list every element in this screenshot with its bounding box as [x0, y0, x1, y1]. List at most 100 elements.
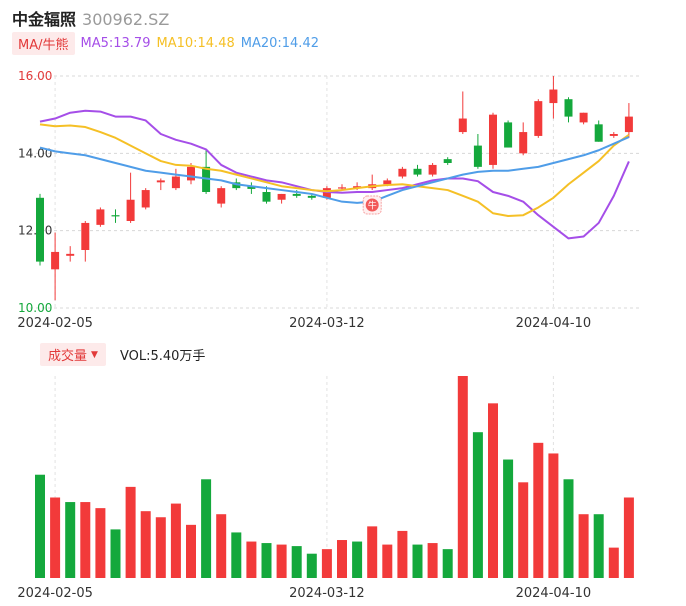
- candle: [504, 122, 513, 148]
- y-tick-label: 16.00: [18, 69, 52, 83]
- x-tick-label: 2024-03-12: [289, 316, 365, 331]
- volume-bar: [321, 549, 332, 578]
- volume-bar: [578, 514, 589, 578]
- candle: [473, 145, 482, 167]
- volume-bar: [246, 541, 257, 578]
- candle: [51, 251, 60, 270]
- volume-bar: [306, 553, 317, 578]
- candle: [126, 199, 135, 221]
- candle: [81, 222, 90, 250]
- volume-bar: [231, 532, 242, 578]
- volume-bar: [427, 543, 438, 578]
- y-tick-label: 12.00: [18, 224, 52, 238]
- candle: [262, 192, 271, 202]
- volume-bar: [337, 540, 347, 578]
- volume-value: VOL:5.40万手: [119, 349, 206, 364]
- y-tick-label: 10.00: [18, 301, 52, 315]
- y-tick-label: 14.00: [18, 146, 52, 160]
- volume-legend: 成交量 ▼ VOL:5.40万手: [40, 343, 205, 366]
- candle: [66, 253, 75, 256]
- x-tick-label: 2024-02-05: [17, 586, 93, 601]
- candle: [111, 215, 120, 217]
- ma20-line: [39, 136, 630, 204]
- stock-title: 中金辐照 300962.SZ: [12, 6, 169, 30]
- volume-bar: [593, 514, 604, 578]
- x-tick-label: 2024-04-10: [516, 586, 592, 601]
- x-tick-label: 2024-04-10: [516, 316, 592, 331]
- volume-bar: [201, 479, 212, 578]
- volume-bar: [50, 497, 61, 578]
- ma5-label: MA5:13.79: [80, 36, 151, 51]
- bull-badge-icon: [365, 198, 379, 212]
- candle: [247, 186, 256, 189]
- volume-bar: [110, 529, 121, 578]
- volume-bar: [186, 524, 196, 578]
- volume-bar: [170, 503, 181, 578]
- volume-bar: [518, 482, 529, 578]
- volume-bar: [457, 376, 468, 578]
- volume-bar: [442, 549, 453, 578]
- volume-bar: [533, 442, 544, 578]
- x-tick-label: 2024-03-12: [289, 586, 365, 601]
- volume-bar: [412, 544, 423, 578]
- candle: [277, 193, 286, 200]
- candle: [96, 209, 105, 225]
- volume-bar: [140, 511, 151, 578]
- volume-bar: [35, 474, 45, 578]
- candle: [624, 116, 633, 133]
- candle: [36, 197, 44, 262]
- ma10-line: [39, 123, 630, 217]
- ma-toggle-button[interactable]: MA/牛熊: [12, 32, 75, 55]
- volume-bar: [382, 544, 393, 578]
- volume-bar: [261, 543, 272, 578]
- volume-bar: [367, 526, 378, 578]
- candle: [564, 99, 573, 117]
- volume-bar: [623, 497, 634, 578]
- candle: [519, 132, 528, 154]
- candle: [171, 176, 180, 189]
- volume-toggle-label: 成交量: [48, 349, 88, 364]
- volume-bar: [155, 517, 166, 578]
- volume-bar: [608, 547, 619, 578]
- ma10-label: MA10:14.48: [156, 36, 235, 51]
- volume-bar: [80, 502, 91, 578]
- candle: [383, 180, 392, 185]
- volume-bar: [563, 479, 574, 578]
- candle: [156, 180, 165, 183]
- candle: [338, 187, 346, 189]
- candle: [534, 101, 543, 136]
- volume-bar: [488, 403, 498, 578]
- ma20-label: MA20:14.42: [240, 36, 319, 51]
- caret-down-icon: ▼: [91, 349, 98, 360]
- candle: [307, 195, 316, 198]
- volume-bar: [397, 530, 408, 578]
- volume-bar: [548, 453, 559, 578]
- volume-bar: [95, 508, 106, 578]
- stock-code: 300962.SZ: [82, 10, 170, 29]
- candle: [398, 168, 407, 177]
- volume-toggle-button[interactable]: 成交量 ▼: [40, 343, 106, 366]
- candle: [579, 112, 588, 123]
- candle: [594, 124, 603, 142]
- candle: [141, 190, 150, 208]
- ma-legend: MA/牛熊 MA5:13.79 MA10:14.48 MA20:14.42: [12, 32, 325, 55]
- stock-name: 中金辐照: [12, 10, 77, 29]
- candle: [187, 166, 195, 181]
- candle: [549, 89, 558, 104]
- volume-bar: [276, 544, 287, 578]
- candle: [428, 164, 437, 175]
- ma5-line: [39, 109, 630, 240]
- candle: [458, 118, 467, 133]
- x-tick-label: 2024-02-05: [17, 316, 93, 331]
- candle: [609, 134, 618, 136]
- candle: [489, 114, 497, 165]
- volume-bar: [291, 546, 302, 578]
- candle: [443, 159, 452, 163]
- volume-bar: [216, 514, 227, 578]
- volume-bar: [472, 432, 483, 578]
- volume-bar: [503, 459, 514, 578]
- candle: [413, 168, 422, 175]
- bull-badge-label: 牛: [368, 200, 377, 212]
- volume-bar: [125, 486, 136, 578]
